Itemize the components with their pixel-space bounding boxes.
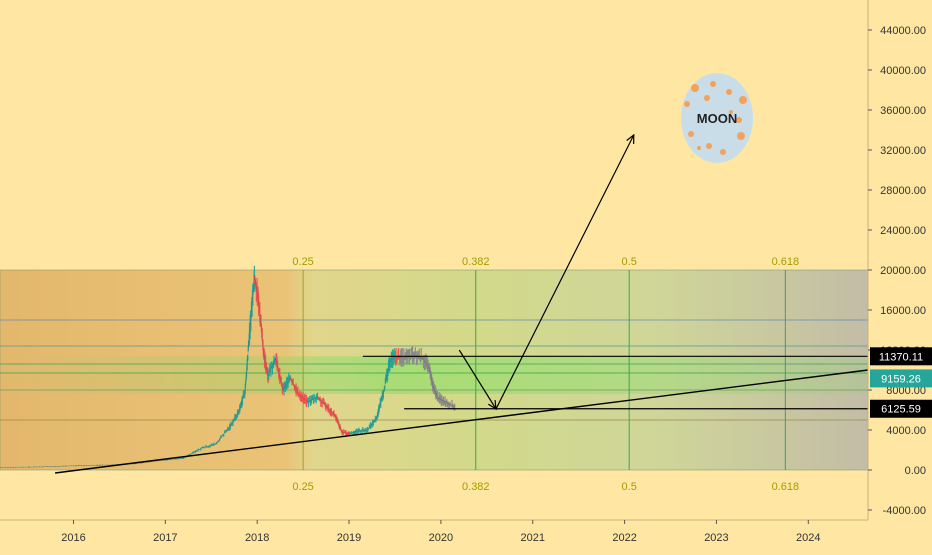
price-badge [870, 399, 932, 418]
moon-crater [720, 149, 726, 155]
price-badge-label: 11370.11 [879, 351, 923, 363]
x-tick-label: 2018 [245, 532, 269, 544]
y-tick-label: 4000.00 [886, 425, 926, 437]
y-tick-label: 28000.00 [880, 185, 926, 197]
x-tick-label: 2023 [704, 532, 728, 544]
fib-label-bottom: 0.382 [462, 481, 490, 493]
price-badge [870, 369, 932, 388]
x-tick-label: 2024 [796, 532, 820, 544]
fib-label-top: 0.382 [462, 256, 490, 268]
moon-crater [704, 95, 710, 101]
projection-arrowhead-down [488, 399, 497, 411]
x-tick-label: 2017 [153, 532, 177, 544]
moon-crater [684, 101, 690, 107]
fib-label-bottom: 0.25 [292, 481, 313, 493]
x-tick-label: 2021 [520, 532, 544, 544]
y-tick-label: 40000.00 [880, 65, 926, 77]
fib-label-top: 0.5 [622, 256, 637, 268]
moon-crater [737, 132, 745, 140]
y-tick-label: 32000.00 [880, 145, 926, 157]
price-badge [870, 347, 932, 366]
x-tick-label: 2022 [612, 532, 636, 544]
y-tick-label: 20000.00 [880, 265, 926, 277]
price-badge-label: 6125.59 [881, 404, 921, 416]
y-tick-label: 44000.00 [880, 25, 926, 37]
moon-crater [710, 81, 716, 87]
projection-arrowhead-up [626, 133, 635, 145]
y-tick-label: 36000.00 [880, 105, 926, 117]
x-tick-label: 2019 [337, 532, 361, 544]
moon-icon [681, 73, 753, 163]
y-tick-label: 24000.00 [880, 225, 926, 237]
moon-crater [726, 89, 732, 95]
price-badge-label: 9159.26 [881, 373, 921, 385]
y-tick-label: 16000.00 [880, 305, 926, 317]
x-tick-label: 2016 [61, 532, 85, 544]
moon-crater [697, 146, 701, 150]
moon-crater [706, 143, 712, 149]
price-line [0, 274, 455, 468]
x-tick-label: 2020 [429, 532, 453, 544]
support-trendline [55, 369, 869, 474]
fib-label-bottom: 0.618 [772, 481, 800, 493]
moon-crater [688, 131, 694, 137]
moon-crater [729, 110, 733, 114]
y-tick-label: 8000.00 [886, 385, 926, 397]
fib-label-bottom: 0.5 [622, 481, 637, 493]
y-tick-label: -4000.00 [883, 505, 926, 517]
moon-crater [739, 96, 747, 104]
fib-label-top: 0.25 [292, 256, 313, 268]
y-tick-label: 0.00 [905, 465, 926, 477]
moon-crater [736, 117, 742, 123]
moon-crater [691, 84, 699, 92]
moon-label: MOON [697, 111, 737, 126]
fib-label-top: 0.618 [772, 256, 800, 268]
